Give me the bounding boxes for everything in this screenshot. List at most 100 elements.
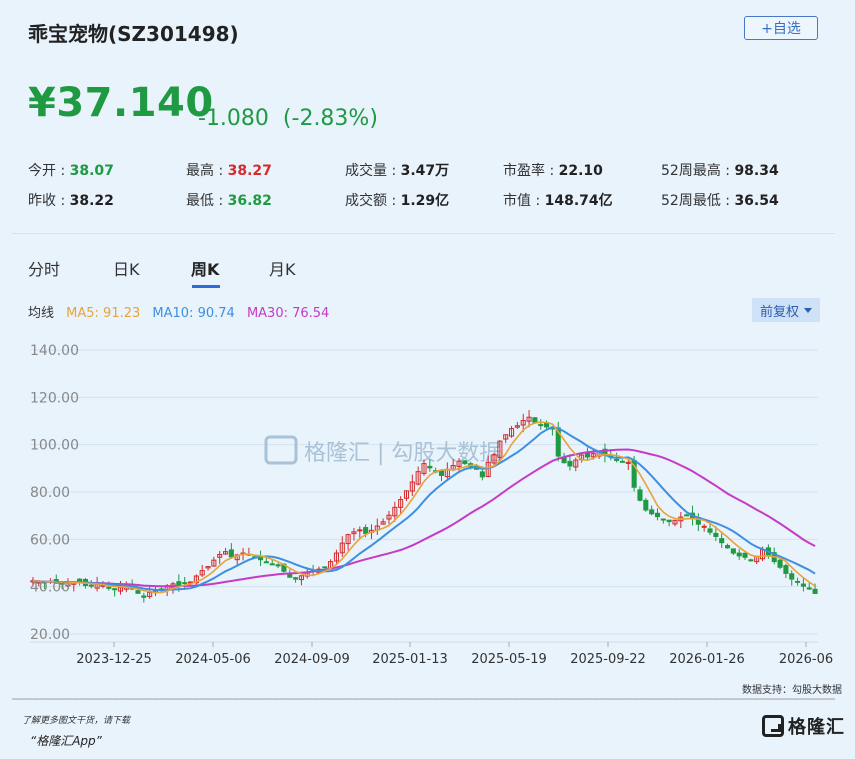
candle-up [497, 440, 503, 458]
x-tick-label: 2026-01-26 [669, 652, 745, 667]
section-divider [12, 233, 835, 234]
candle-up [222, 551, 229, 555]
candle-down [438, 470, 445, 476]
candle-down [182, 582, 188, 585]
candle-down [684, 514, 690, 517]
ma30-value: MA30: 76.54 [246, 306, 330, 321]
y-axis-labels: 140.00 120.00 100.00 80.00 60.00 40.00 20.00 [30, 343, 79, 643]
candle-down [666, 519, 672, 523]
tab-monthly-k[interactable]: 月K [269, 260, 296, 279]
candle-up [514, 425, 520, 428]
candle-up [590, 453, 596, 458]
stat-prev-close: 昨收 : 38.22 [28, 193, 114, 209]
candle-up [520, 420, 526, 426]
ma5-value: MA5: 91.23 [66, 306, 141, 321]
candle-down [479, 471, 485, 478]
candle-down [427, 465, 433, 469]
candle-down [789, 573, 795, 580]
stat-52w-high: 52周最高 : 98.34 [661, 163, 779, 179]
candle-down [614, 458, 620, 461]
chart-grid [30, 349, 818, 643]
data-source: 数据支持：勾股大数据 [742, 685, 842, 696]
candle-up [625, 461, 631, 464]
candle-up [205, 566, 211, 569]
ma5-line [32, 421, 816, 594]
stat-turnover: 成交额 : 1.29亿 [345, 193, 450, 209]
x-tick-label: 2026-06 [779, 652, 833, 667]
tab-daily-k[interactable]: 日K [113, 260, 140, 279]
candle-down [643, 499, 649, 511]
candle-up [421, 463, 427, 474]
candle-down [707, 528, 713, 533]
candlestick-chart[interactable]: 格隆汇 | 勾股大数据 140.00 120.00 100.00 80.00 60.00… [0, 330, 855, 675]
tab-weekly-k[interactable]: 周K [191, 260, 220, 279]
candle-up [386, 514, 392, 520]
candle-up [392, 506, 398, 517]
candle-up [672, 519, 678, 525]
candle-down [88, 584, 94, 587]
candle-up [351, 531, 357, 535]
candle-down [713, 532, 719, 537]
stat-market-cap: 市值 : 148.74亿 [503, 193, 613, 209]
candle-up [485, 461, 491, 478]
price-change: -1.080 (-2.83%) [198, 106, 392, 131]
candle-down [263, 561, 269, 564]
candle-down [783, 565, 789, 574]
candle-down [795, 580, 801, 583]
candle-up [503, 434, 509, 440]
candle-up [701, 525, 707, 528]
y-tick-label: 40.00 [30, 580, 70, 596]
x-tick-label: 2024-05-06 [175, 652, 251, 667]
chart-watermark: 格隆汇 | 勾股大数据 [264, 435, 501, 466]
candle-down [287, 573, 293, 578]
price-adjust-label: 前复权 [759, 304, 799, 320]
stat-low: 最低 : 36.82 [186, 193, 272, 209]
candle-down [275, 564, 281, 567]
candle-down [538, 424, 544, 427]
candle-down [584, 452, 590, 458]
current-price: ¥37.140 [28, 80, 214, 126]
candle-down [141, 595, 147, 598]
add-watchlist-button[interactable]: +自选 [744, 16, 818, 40]
candle-up [509, 428, 515, 437]
candle-down [269, 563, 275, 566]
candles [30, 410, 818, 603]
candle-down [806, 587, 812, 590]
stock-title: 乖宝宠物(SZ301498) [28, 22, 239, 46]
candle-up [298, 575, 304, 581]
ma-legend-label: 均线 [28, 306, 55, 321]
x-tick-label: 2025-01-13 [372, 652, 448, 667]
candle-down [660, 518, 666, 521]
chevron-down-icon [804, 307, 812, 313]
stat-high: 最高 : 38.27 [186, 163, 272, 179]
candle-up [403, 490, 410, 499]
candle-down [719, 538, 725, 544]
candle-up [217, 553, 223, 558]
promo-app-name: “格隆汇App” [30, 734, 102, 748]
y-tick-label: 100.00 [30, 438, 79, 454]
candle-up [345, 534, 351, 545]
candle-down [106, 586, 112, 589]
candle-up [491, 454, 497, 464]
stat-volume: 成交量 : 3.47万 [345, 163, 450, 179]
logo-name: 格隆汇 [788, 717, 845, 738]
change-amount: -1.080 [198, 106, 269, 131]
candle-down [724, 545, 731, 549]
candle-up [573, 459, 579, 468]
candle-down [322, 566, 328, 569]
candle-up [211, 559, 217, 567]
candle-down [812, 588, 818, 594]
x-tick-label: 2025-05-19 [471, 652, 547, 667]
ma10-value: MA10: 90.74 [152, 306, 235, 321]
candle-down [649, 509, 655, 515]
tab-intraday[interactable]: 分时 [28, 260, 61, 279]
candle-down [112, 588, 118, 591]
x-tick-label: 2023-12-25 [76, 652, 152, 667]
price-adjust-dropdown[interactable]: 前复权 [752, 298, 820, 322]
candle-down [228, 549, 234, 558]
candle-down [176, 581, 182, 586]
candle-up [526, 416, 532, 422]
candle-down [619, 460, 626, 463]
x-axis-labels: 2023-12-25 2024-05-06 2024-09-09 2025-01-13… [76, 642, 833, 667]
candle-down [654, 512, 661, 518]
